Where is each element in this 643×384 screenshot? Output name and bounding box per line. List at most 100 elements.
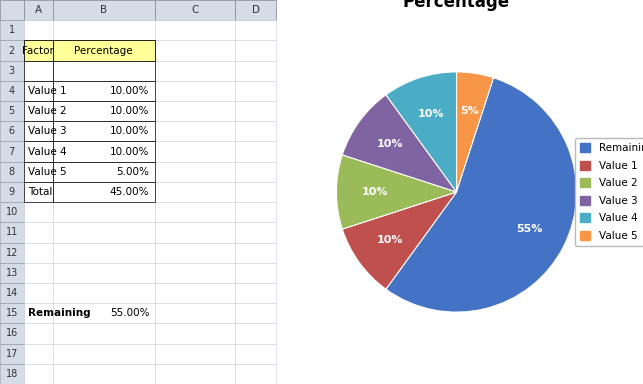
Bar (24, 323, 53, 344)
Bar (53, 162, 155, 182)
Bar (0, 222, 24, 243)
Bar (53, 364, 155, 384)
Text: 5: 5 (8, 106, 15, 116)
Bar (53, 141, 155, 162)
Bar (155, 222, 235, 243)
Bar (0, 243, 24, 263)
Text: 10%: 10% (377, 235, 403, 245)
Bar (235, 243, 276, 263)
Bar (235, 61, 276, 81)
Bar (24, 101, 53, 121)
Text: 10.00%: 10.00% (110, 106, 149, 116)
Text: 12: 12 (6, 248, 18, 258)
Bar (53, 141, 155, 162)
Text: 10.00%: 10.00% (110, 86, 149, 96)
Bar (53, 40, 155, 61)
Bar (235, 303, 276, 323)
Bar (24, 162, 53, 182)
Bar (235, 344, 276, 364)
Bar (0, 344, 24, 364)
Bar (155, 121, 235, 141)
Bar (235, 0, 276, 20)
Bar (24, 81, 53, 101)
Bar (155, 141, 235, 162)
Wedge shape (336, 155, 457, 229)
Text: 16: 16 (6, 328, 18, 338)
Text: Value 5: Value 5 (28, 167, 66, 177)
Text: Value 2: Value 2 (28, 106, 66, 116)
Bar (53, 121, 155, 141)
Bar (235, 283, 276, 303)
Text: 14: 14 (6, 288, 18, 298)
Bar (235, 81, 276, 101)
Bar (235, 20, 276, 40)
Bar (0, 364, 24, 384)
Bar (53, 121, 155, 141)
Bar (235, 323, 276, 344)
Bar (24, 121, 53, 141)
Text: D: D (252, 5, 260, 15)
Bar (24, 40, 53, 61)
Bar (155, 101, 235, 121)
Bar (235, 202, 276, 222)
Bar (155, 364, 235, 384)
Bar (53, 81, 155, 101)
Bar (24, 162, 53, 182)
Bar (0, 162, 24, 182)
Bar (24, 121, 53, 141)
Text: Value 3: Value 3 (28, 126, 66, 136)
Text: 11: 11 (6, 227, 18, 237)
Bar (24, 20, 53, 40)
Bar (24, 303, 53, 323)
Bar (53, 182, 155, 202)
Bar (53, 243, 155, 263)
Bar (155, 61, 235, 81)
Bar (53, 61, 155, 81)
Bar (53, 81, 155, 101)
Text: C: C (191, 5, 199, 15)
Bar (24, 61, 53, 81)
Legend: Remaining, Value 1, Value 2, Value 3, Value 4, Value 5: Remaining, Value 1, Value 2, Value 3, Va… (575, 138, 643, 246)
Text: Remaining: Remaining (28, 308, 90, 318)
Text: A: A (35, 5, 42, 15)
Bar (24, 202, 53, 222)
Wedge shape (342, 192, 457, 289)
Bar (53, 40, 155, 61)
Text: Value 4: Value 4 (28, 147, 66, 157)
Bar (155, 202, 235, 222)
Bar (53, 20, 155, 40)
Text: 9: 9 (9, 187, 15, 197)
Bar (24, 141, 53, 162)
Bar (155, 0, 235, 20)
Text: 10%: 10% (418, 109, 444, 119)
Bar (235, 162, 276, 182)
Text: 4: 4 (9, 86, 15, 96)
Text: 15: 15 (6, 308, 18, 318)
Wedge shape (386, 72, 457, 192)
Bar (53, 323, 155, 344)
Bar (235, 263, 276, 283)
Bar (53, 61, 155, 81)
Bar (24, 40, 53, 61)
Wedge shape (342, 95, 457, 192)
Wedge shape (457, 72, 494, 192)
Bar (24, 61, 53, 81)
Text: 55.00%: 55.00% (110, 308, 149, 318)
Bar (0, 61, 24, 81)
Bar (53, 303, 155, 323)
Bar (0, 101, 24, 121)
Text: 6: 6 (9, 126, 15, 136)
Bar (24, 81, 53, 101)
Bar (235, 121, 276, 141)
Bar (155, 344, 235, 364)
Bar (0, 303, 24, 323)
Bar (0, 323, 24, 344)
Text: 8: 8 (9, 167, 15, 177)
Bar (0, 263, 24, 283)
Bar (24, 141, 53, 162)
Bar (235, 141, 276, 162)
Text: Total: Total (28, 187, 52, 197)
Bar (0, 20, 24, 40)
Bar (53, 0, 155, 20)
Bar (53, 263, 155, 283)
